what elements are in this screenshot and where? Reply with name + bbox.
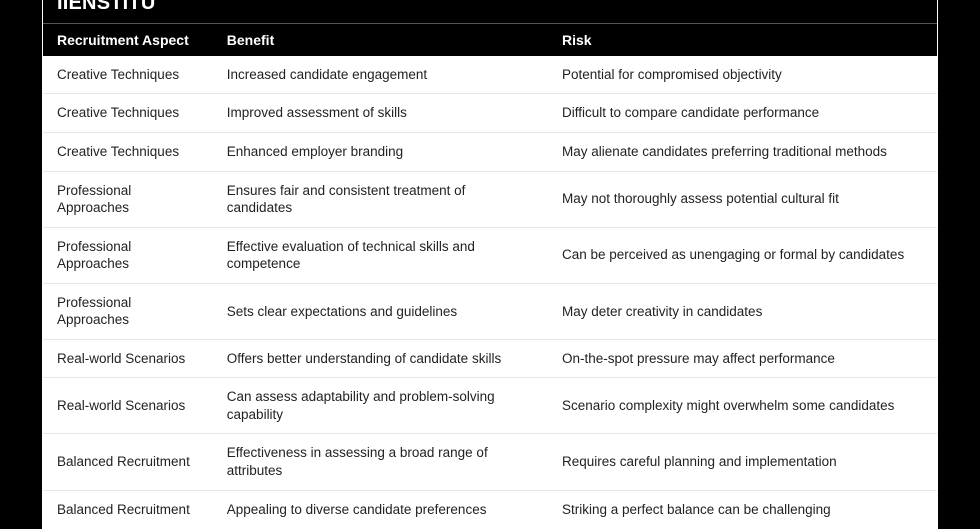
cell-risk: Potential for compromised objectivity [548, 56, 937, 94]
table-header-row: Recruitment Aspect Benefit Risk [43, 23, 937, 56]
cell-risk: Requires careful planning and implementa… [548, 434, 937, 490]
cell-risk: Scenario complexity might overwhelm some… [548, 378, 937, 434]
table-row: Balanced RecruitmentAppealing to diverse… [43, 490, 937, 528]
table-row: Professional ApproachesEnsures fair and … [43, 171, 937, 227]
cell-benefit: Appealing to diverse candidate preferenc… [213, 490, 548, 528]
cell-benefit: Increased candidate engagement [213, 56, 548, 94]
table-row: Professional ApproachesSets clear expect… [43, 283, 937, 339]
cell-aspect: Professional Approaches [43, 171, 213, 227]
cell-benefit: Sets clear expectations and guidelines [213, 283, 548, 339]
cell-risk: Can be perceived as unengaging or formal… [548, 227, 937, 283]
content-frame: IIENSTITU Recruitment Aspect Benefit Ris… [42, 0, 938, 529]
table-row: Creative TechniquesImproved assessment o… [43, 94, 937, 133]
cell-benefit: Improved assessment of skills [213, 94, 548, 133]
cell-aspect: Balanced Recruitment [43, 434, 213, 490]
table-row: Creative TechniquesEnhanced employer bra… [43, 133, 937, 172]
cell-aspect: Creative Techniques [43, 94, 213, 133]
cell-risk: Difficult to compare candidate performan… [548, 94, 937, 133]
table-row: Professional ApproachesEffective evaluat… [43, 227, 937, 283]
col-header-benefit: Benefit [213, 23, 548, 56]
recruitment-table: Recruitment Aspect Benefit Risk Creative… [43, 23, 937, 528]
cell-benefit: Enhanced employer branding [213, 133, 548, 172]
table-row: Real-world ScenariosOffers better unders… [43, 339, 937, 378]
cell-aspect: Creative Techniques [43, 133, 213, 172]
cell-aspect: Creative Techniques [43, 56, 213, 94]
cell-benefit: Offers better understanding of candidate… [213, 339, 548, 378]
cell-aspect: Real-world Scenarios [43, 339, 213, 378]
cell-risk: Striking a perfect balance can be challe… [548, 490, 937, 528]
table-row: Real-world ScenariosCan assess adaptabil… [43, 378, 937, 434]
cell-benefit: Effective evaluation of technical skills… [213, 227, 548, 283]
cell-benefit: Can assess adaptability and problem-solv… [213, 378, 548, 434]
cell-benefit: Effectiveness in assessing a broad range… [213, 434, 548, 490]
cell-aspect: Professional Approaches [43, 227, 213, 283]
table-row: Creative TechniquesIncreased candidate e… [43, 56, 937, 94]
cell-risk: May not thoroughly assess potential cult… [548, 171, 937, 227]
cell-aspect: Balanced Recruitment [43, 490, 213, 528]
cell-aspect: Real-world Scenarios [43, 378, 213, 434]
cell-benefit: Ensures fair and consistent treatment of… [213, 171, 548, 227]
col-header-aspect: Recruitment Aspect [43, 23, 213, 56]
page-title: IIENSTITU [43, 0, 937, 23]
table-body: Creative TechniquesIncreased candidate e… [43, 56, 937, 528]
col-header-risk: Risk [548, 23, 937, 56]
cell-risk: May deter creativity in candidates [548, 283, 937, 339]
cell-risk: On-the-spot pressure may affect performa… [548, 339, 937, 378]
cell-aspect: Professional Approaches [43, 283, 213, 339]
cell-risk: May alienate candidates preferring tradi… [548, 133, 937, 172]
table-row: Balanced RecruitmentEffectiveness in ass… [43, 434, 937, 490]
